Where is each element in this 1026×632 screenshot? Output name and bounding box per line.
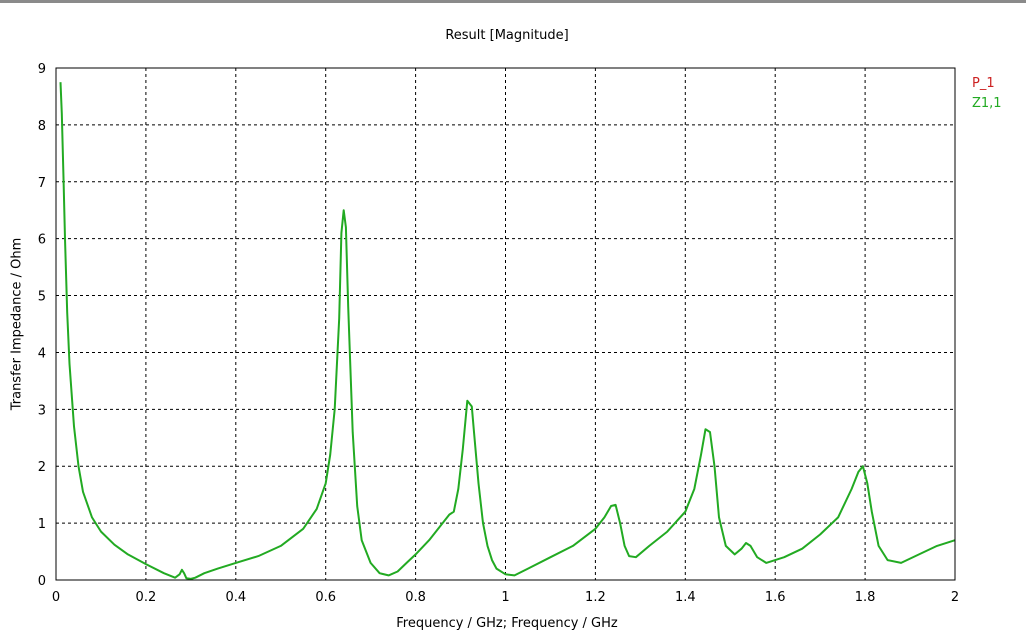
x-tick-label: 0 [52, 590, 60, 605]
x-tick-label: 0.2 [136, 590, 157, 605]
x-tick-label: 1.6 [765, 590, 786, 605]
y-axis-label: Transfer Impedance / Ohm [9, 237, 25, 411]
legend-entry-z11: Z1,1 [972, 96, 1002, 111]
window-top-border [0, 0, 1026, 3]
y-tick-label: 6 [38, 233, 46, 248]
legend: P_1 Z1,1 [972, 74, 1002, 114]
tick-layer: 0 0.2 0.4 0.6 0.8 1 1.2 1.4 1.6 1.8 2 0 1 2 3 4 5 6 7 8 9 [38, 62, 959, 605]
y-tick-label: 8 [38, 119, 46, 134]
chart-title: Result [Magnitude] [445, 28, 569, 43]
x-tick-label: 1.8 [855, 590, 876, 605]
legend-entry-p1: P_1 [972, 76, 995, 91]
x-tick-label: 1.2 [585, 590, 606, 605]
plot-frame [55, 67, 956, 581]
x-tick-label: 1 [501, 590, 509, 605]
y-tick-label: 0 [38, 574, 46, 589]
x-tick-label: 0.6 [315, 590, 336, 605]
x-axis-label: Frequency / GHz; Frequency / GHz [396, 616, 618, 631]
grid-layer [56, 68, 955, 580]
y-tick-label: 4 [38, 346, 46, 361]
x-tick-label: 2 [951, 590, 959, 605]
x-tick-label: 0.4 [225, 590, 246, 605]
y-tick-label: 7 [38, 176, 46, 191]
y-tick-label: 2 [38, 460, 46, 475]
x-tick-label: 0.8 [405, 590, 426, 605]
y-tick-label: 1 [38, 517, 46, 532]
x-tick-label: 1.4 [675, 590, 696, 605]
y-tick-label: 9 [38, 62, 46, 77]
y-tick-label: 5 [38, 290, 46, 305]
y-tick-label: 3 [38, 403, 46, 418]
series-line-z11 [59, 82, 956, 580]
series-layer [59, 82, 956, 580]
